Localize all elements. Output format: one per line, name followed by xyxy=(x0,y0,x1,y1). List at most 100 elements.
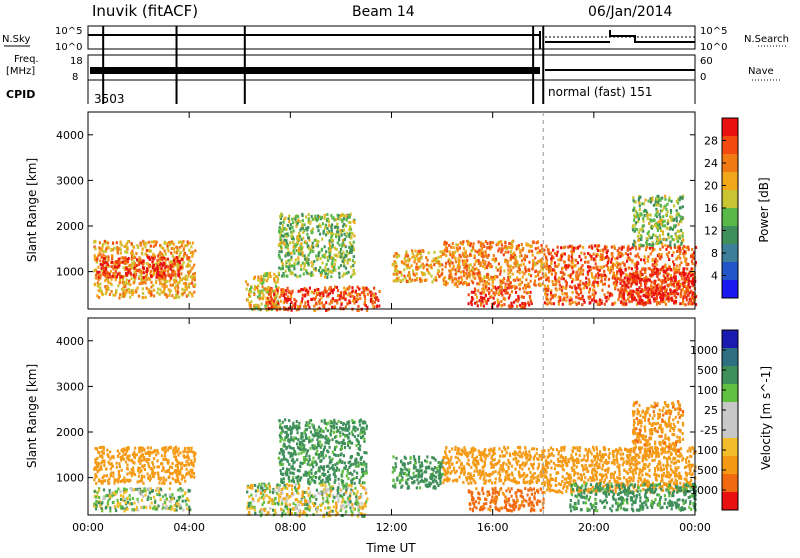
range-cell xyxy=(148,288,150,291)
range-cell xyxy=(282,262,284,265)
range-cell xyxy=(441,268,443,271)
range-cell xyxy=(686,299,688,302)
range-cell xyxy=(144,464,146,467)
range-cell xyxy=(690,299,692,302)
range-cell xyxy=(672,260,674,263)
range-cell xyxy=(643,259,645,262)
range-cell xyxy=(665,208,667,211)
range-cell xyxy=(537,241,539,244)
range-cell xyxy=(344,233,346,236)
range-cell xyxy=(493,286,495,289)
range-cell xyxy=(460,271,462,274)
range-cell xyxy=(306,272,308,275)
range-cell xyxy=(327,231,329,234)
noise-tick-high-left: 10^5 xyxy=(55,26,82,37)
range-cell xyxy=(332,260,334,263)
range-cell xyxy=(136,258,138,261)
range-cell xyxy=(656,242,658,245)
range-cell xyxy=(343,217,345,220)
range-cell xyxy=(630,285,632,288)
range-cell xyxy=(116,275,118,278)
range-cell xyxy=(190,475,192,478)
range-cell xyxy=(611,246,613,249)
range-cell xyxy=(583,299,585,302)
range-cell xyxy=(190,462,192,465)
range-cell xyxy=(308,247,310,250)
range-cell xyxy=(133,267,135,270)
range-cell xyxy=(500,304,502,307)
range-cell xyxy=(329,286,331,289)
range-cell xyxy=(161,246,163,249)
range-cell xyxy=(93,478,95,481)
range-cell xyxy=(319,302,321,305)
range-cell xyxy=(281,228,283,231)
range-cell xyxy=(419,266,421,269)
range-cell xyxy=(403,268,405,271)
range-cell xyxy=(519,304,521,307)
range-cell xyxy=(679,198,681,201)
range-cell xyxy=(169,243,171,246)
range-cell xyxy=(192,252,194,255)
range-cell xyxy=(131,293,133,296)
range-cell xyxy=(624,276,626,279)
range-cell xyxy=(542,268,544,271)
range-cell xyxy=(192,242,194,245)
noise-strip-frame xyxy=(88,26,695,49)
range-cell xyxy=(155,281,157,284)
range-cell xyxy=(99,455,101,458)
range-cell xyxy=(142,296,144,299)
range-cell xyxy=(597,272,599,275)
range-cell xyxy=(153,466,155,469)
range-cell xyxy=(163,482,165,485)
range-cell xyxy=(283,221,285,224)
range-cell xyxy=(493,297,495,300)
range-cell xyxy=(519,268,521,271)
range-cell xyxy=(511,256,513,259)
range-cell xyxy=(179,496,181,499)
range-cell xyxy=(141,253,143,256)
range-cell xyxy=(327,259,329,262)
range-cell xyxy=(454,251,456,254)
range-cell xyxy=(575,287,577,290)
range-cell xyxy=(280,288,282,291)
range-cell xyxy=(416,263,418,266)
range-cell xyxy=(437,256,439,259)
colorbar-cell xyxy=(722,262,738,281)
range-cell xyxy=(262,292,264,295)
range-cell xyxy=(638,302,640,305)
range-cell xyxy=(168,447,170,450)
range-cell xyxy=(659,234,661,237)
range-cell xyxy=(103,488,105,491)
range-cell xyxy=(138,275,140,278)
range-cell xyxy=(349,225,351,228)
range-cell xyxy=(357,305,359,308)
range-cell xyxy=(338,272,340,275)
range-cell xyxy=(582,282,584,285)
range-cell xyxy=(259,294,261,297)
range-cell xyxy=(138,261,140,264)
range-cell xyxy=(279,250,281,253)
range-cell xyxy=(474,288,476,291)
range-cell xyxy=(181,258,183,261)
range-cell xyxy=(357,298,359,301)
range-cell xyxy=(635,291,637,294)
range-cell xyxy=(522,275,524,278)
range-cell xyxy=(677,223,679,226)
range-cell xyxy=(433,251,435,254)
range-cell xyxy=(95,462,97,465)
range-cell xyxy=(526,291,528,294)
range-cell xyxy=(353,241,355,244)
range-cell xyxy=(675,234,677,237)
range-cell xyxy=(676,220,678,223)
range-cell xyxy=(596,268,598,271)
range-cell xyxy=(523,296,525,299)
range-cell xyxy=(150,497,152,500)
range-cell xyxy=(164,250,166,253)
range-cell xyxy=(679,257,681,260)
range-cell xyxy=(100,465,102,468)
range-cell xyxy=(296,238,298,241)
range-cell xyxy=(507,251,509,254)
range-cell xyxy=(633,219,635,222)
nsearch-label: N.Search xyxy=(744,34,789,45)
range-cell xyxy=(137,287,139,290)
